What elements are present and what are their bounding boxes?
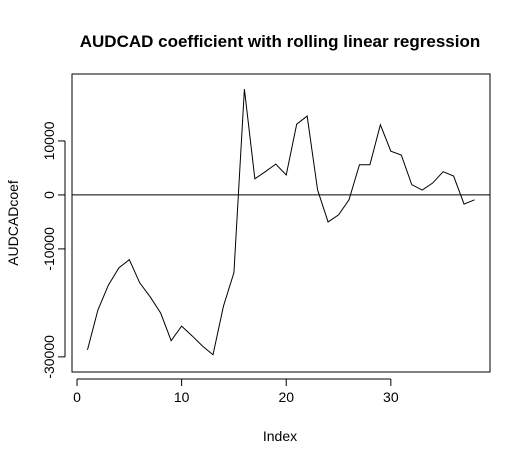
y-tick-label: 0 [41,191,57,199]
y-axis-label: AUDCADcoef [5,180,21,266]
x-tick-label: 30 [383,389,399,405]
y-tick-label: -10000 [41,227,57,271]
y-tick-label: -30000 [41,335,57,379]
x-axis-label: Index [263,428,297,444]
chart-title: AUDCAD coefficient with rolling linear r… [80,32,481,51]
plot-box [71,73,491,373]
y-tick-label: 10000 [41,121,57,160]
x-tick-label: 0 [73,389,81,405]
x-tick-label: 10 [174,389,190,405]
data-line [86,89,475,356]
x-tick-label: 20 [278,389,294,405]
